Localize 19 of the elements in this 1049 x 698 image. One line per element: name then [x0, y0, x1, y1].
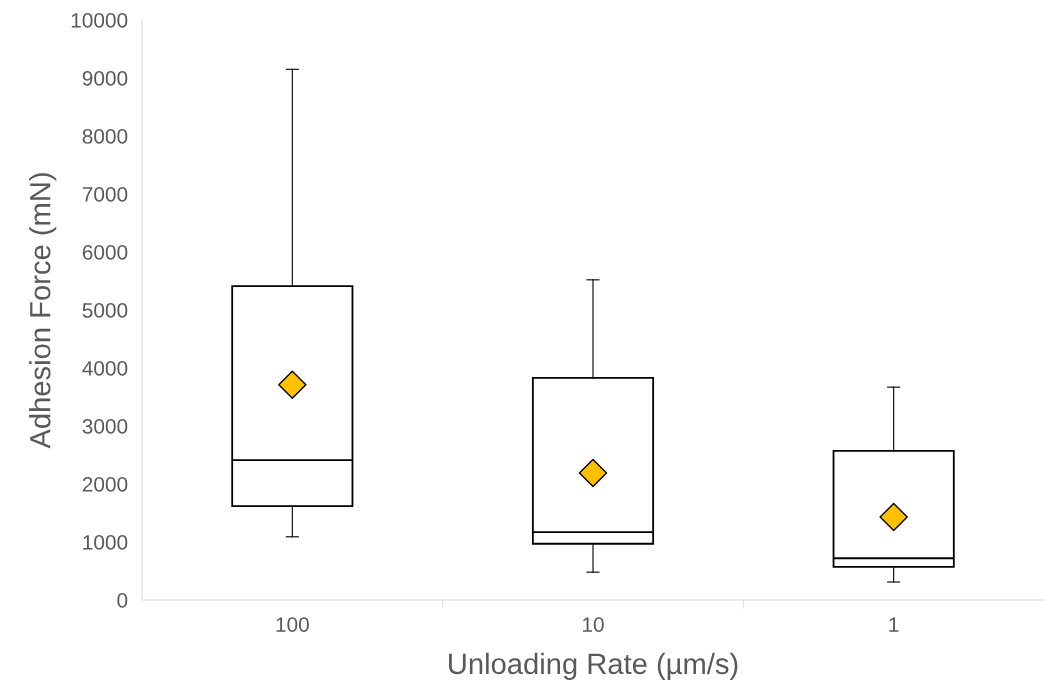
- x-tick-label: 1: [889, 617, 899, 632]
- x-axis-title: Unloading Rate (µm/s): [449, 652, 738, 680]
- x-tick-label: 10: [583, 617, 604, 632]
- y-tick-label: 9000: [82, 71, 128, 86]
- y-tick-label: 8000: [82, 129, 128, 144]
- y-tick-label: 4000: [82, 361, 128, 376]
- x-tick-label: 100: [276, 617, 309, 632]
- y-tick-label: 2000: [82, 477, 128, 492]
- y-tick-label: 6000: [82, 245, 128, 260]
- y-tick-label: 7000: [82, 187, 128, 202]
- y-tick-label: 0: [117, 593, 128, 608]
- y-tick-label: 1000: [83, 535, 128, 550]
- point: [879, 502, 908, 532]
- y-axis-title: Adhesion Force (mN): [29, 173, 57, 449]
- y-tick-label: 10000: [71, 13, 128, 28]
- point: [278, 370, 307, 400]
- y-tick-label: 5000: [82, 303, 128, 318]
- y-tick-label: 3000: [82, 419, 128, 434]
- point: [578, 458, 608, 488]
